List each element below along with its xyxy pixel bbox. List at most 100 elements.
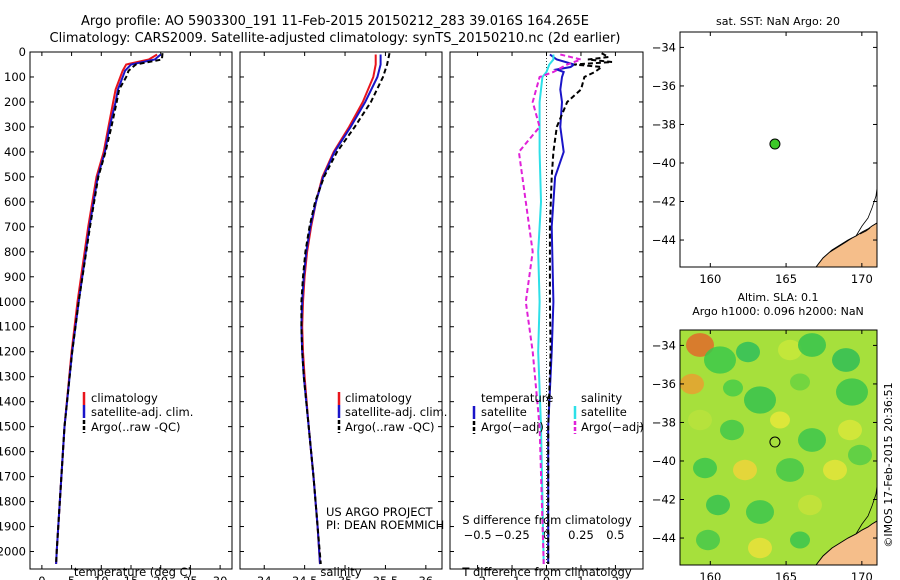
sla-blob xyxy=(848,444,872,466)
pi-credit: PI: DEAN ROEMMICH xyxy=(326,518,444,532)
x-tick-label: 25 xyxy=(183,574,198,580)
x-tick-label: 34.5 xyxy=(292,574,318,580)
lat-tick-label: −38 xyxy=(652,415,676,429)
sla-blobs xyxy=(680,333,872,559)
temperature-x-axis: 0 5 10 15 20 25 30 xyxy=(38,52,227,580)
project-credit: US ARGO PROJECT xyxy=(326,505,434,519)
altimetry-title-1: Altim. SLA: 0.1 xyxy=(737,291,818,304)
sla-blob xyxy=(736,341,760,363)
lon-tick-label: 165 xyxy=(775,570,797,580)
legend-label-s-satellite: satellite xyxy=(581,405,627,419)
t-difference-x-axis: −2 −1 0 1 2 xyxy=(469,52,619,580)
legend-label-satellite: satellite-adj. clim. xyxy=(91,405,193,419)
series-line-argo-raw-qc- xyxy=(55,53,164,565)
series-line-climatology xyxy=(55,53,158,565)
salinity-x-label: salinity xyxy=(320,565,361,579)
x-tick-label: 34 xyxy=(257,574,272,580)
location-map-frame xyxy=(679,31,878,268)
s-tick-label: −0.5 xyxy=(464,528,492,542)
y-tick-label: 200 xyxy=(4,95,26,109)
salinity-panel: 34 34.5 35 35.5 36 salinity climatology sate… xyxy=(239,51,447,580)
x-tick-label: 10 xyxy=(94,574,109,580)
sla-blob xyxy=(838,419,862,441)
series-line-climatology xyxy=(301,54,377,565)
salinity-frame xyxy=(239,51,443,570)
lon-tick-label: 170 xyxy=(851,272,873,286)
sla-blob xyxy=(832,348,860,372)
altimetry-map-frame xyxy=(679,329,878,566)
sla-blob xyxy=(748,537,772,559)
sla-blob xyxy=(778,339,802,361)
y-tick-label: 1100 xyxy=(0,320,26,334)
sla-blob xyxy=(723,379,743,397)
lat-tick-label: −44 xyxy=(652,531,676,545)
s-tick-label: −0.25 xyxy=(494,528,529,542)
sla-blob xyxy=(746,500,774,524)
legend-label-t-satellite: satellite xyxy=(481,405,527,419)
legend-label-s-argo: Argo(−adj) xyxy=(581,420,644,434)
y-tick-label: 1300 xyxy=(0,370,26,384)
sla-blob xyxy=(688,409,712,431)
y-tick-label: 1500 xyxy=(0,420,26,434)
y-tick-label: 1800 xyxy=(0,495,26,509)
lat-tick-label: −34 xyxy=(652,40,676,54)
s-difference-label: S difference from climatology xyxy=(462,513,632,527)
sla-blob xyxy=(798,494,822,516)
x-tick-label: 36 xyxy=(419,574,434,580)
y-tick-label: 700 xyxy=(4,220,26,234)
temperature-frame xyxy=(29,51,233,570)
lon-tick-label: 160 xyxy=(699,570,721,580)
lat-tick-label: −44 xyxy=(652,233,676,247)
y-tick-label: 1000 xyxy=(0,295,26,309)
lat-tick-label: −42 xyxy=(652,195,676,209)
series-line-satellite-adj-clim- xyxy=(55,53,162,565)
ocean-background xyxy=(680,32,877,267)
lon-tick-label: 160 xyxy=(699,272,721,286)
sla-blob xyxy=(798,428,826,452)
lat-tick-label: −36 xyxy=(652,377,676,391)
sla-blob xyxy=(798,333,826,357)
lat-tick-label: −40 xyxy=(652,156,676,170)
y-tick-label: 1400 xyxy=(0,395,26,409)
s-tick-label: 0.25 xyxy=(568,528,594,542)
sla-blob xyxy=(720,419,744,441)
series-line-salinity-satellite xyxy=(537,54,555,565)
altimetry-map-axes: 160 165 170 −34 −36 −38 −40 −42 −44 xyxy=(652,330,877,580)
y-tick-label: 0 xyxy=(19,45,26,59)
sla-blob xyxy=(680,373,704,395)
salinity-lines xyxy=(300,52,391,565)
y-tick-label: 1200 xyxy=(0,345,26,359)
float-marker xyxy=(769,436,781,448)
legend-label-satellite: satellite-adj. clim. xyxy=(345,405,447,419)
x-tick-label: −2 xyxy=(469,574,486,580)
sla-blob xyxy=(686,333,714,357)
y-tick-label: 400 xyxy=(4,145,26,159)
temperature-x-label: temperature (deg C) xyxy=(74,565,192,579)
series-line-temperature-argo-adj- xyxy=(547,52,613,564)
lat-tick-label: −34 xyxy=(652,338,676,352)
y-tick-label: 2000 xyxy=(0,545,26,559)
legend-temperature-heading: temperature xyxy=(481,391,553,405)
altimetry-title-2: Argo h1000: 0.096 h2000: NaN xyxy=(692,305,864,318)
s-tick-label: 0.5 xyxy=(606,528,624,542)
lon-tick-label: 165 xyxy=(775,272,797,286)
sla-blob xyxy=(776,458,804,482)
x-tick-label: −1 xyxy=(504,574,521,580)
y-tick-label: 900 xyxy=(4,270,26,284)
temperature-lines xyxy=(55,53,164,565)
x-tick-label: 35 xyxy=(338,574,353,580)
x-tick-label: 20 xyxy=(153,574,168,580)
sla-blob xyxy=(706,494,730,516)
difference-legend: temperature satellite Argo(−adj) salinit… xyxy=(472,391,644,434)
t-difference-label: T difference from climatology xyxy=(461,565,632,579)
legend-label-argo: Argo(..raw -QC) xyxy=(91,420,181,434)
depth-axis: 0 100 200 300 400 500 600 700 800 900 1000 1100 1200… xyxy=(0,45,232,559)
legend-label-argo: Argo(..raw -QC) xyxy=(345,420,435,434)
x-tick-label: 35.5 xyxy=(373,574,399,580)
salinity-legend: climatology satellite-adj. clim. Argo(..… xyxy=(337,391,447,434)
sla-blob xyxy=(836,378,868,406)
y-tick-label: 600 xyxy=(4,195,26,209)
lat-tick-label: −40 xyxy=(652,454,676,468)
lon-tick-label: 170 xyxy=(851,570,873,580)
